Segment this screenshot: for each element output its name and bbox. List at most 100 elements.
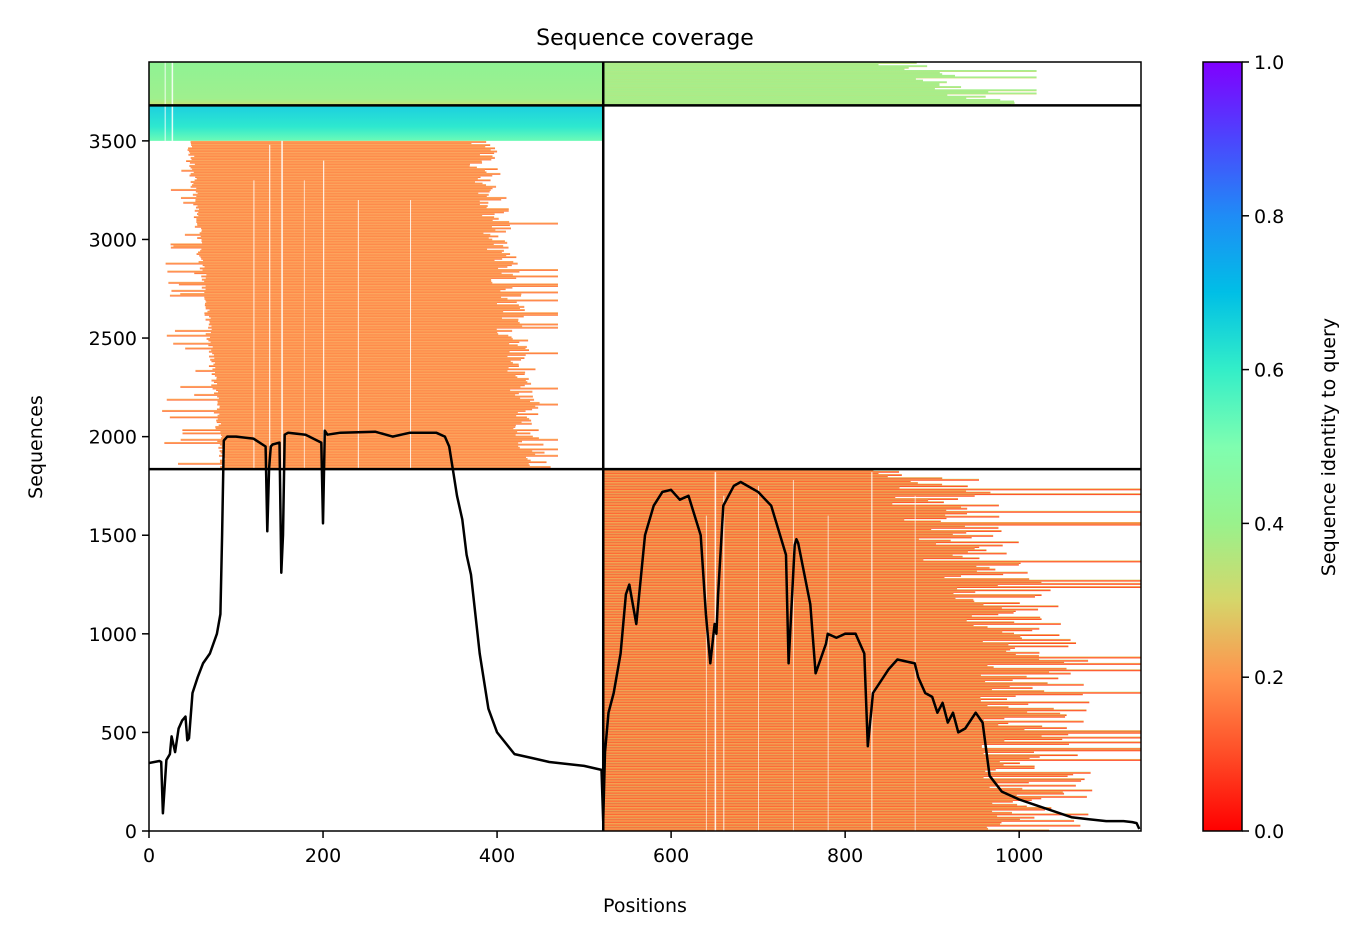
msa-row	[603, 494, 975, 497]
msa-row	[191, 158, 492, 161]
msa-row	[212, 352, 558, 355]
msa-row	[213, 411, 518, 414]
msa-row	[603, 496, 896, 499]
msa-row	[166, 334, 509, 337]
msa-row	[603, 645, 1069, 648]
msa-row	[603, 746, 982, 749]
msa-row	[204, 313, 558, 316]
msa-row	[603, 816, 1035, 819]
plot-frame	[148, 61, 1142, 832]
msa-row	[603, 723, 999, 726]
msa-row	[603, 794, 1017, 797]
msa-row	[603, 562, 1021, 564]
msa-row	[603, 81, 947, 84]
msa-row	[603, 805, 1027, 808]
msa-row	[603, 826, 987, 829]
msa-row	[190, 156, 495, 159]
msa-row	[603, 810, 993, 813]
msa-row	[603, 768, 996, 771]
msa-row	[603, 621, 1015, 624]
msa-row	[170, 246, 509, 249]
gap-streak	[171, 62, 174, 141]
msa-row	[603, 82, 940, 85]
msa-row	[191, 145, 486, 148]
msa-row	[603, 576, 945, 579]
msa-row	[603, 541, 1019, 544]
msa-row	[196, 187, 493, 190]
msa-row	[180, 385, 521, 388]
msa-row	[603, 558, 924, 561]
msa-row	[603, 533, 953, 536]
msa-row	[205, 299, 558, 302]
msa-row	[201, 257, 503, 260]
msa-row	[603, 773, 1074, 776]
msa-row	[603, 528, 932, 531]
msa-row	[183, 201, 489, 204]
msa-row	[204, 304, 519, 307]
msa-row	[180, 438, 558, 441]
msa-row	[206, 337, 513, 340]
msa-row	[173, 244, 504, 247]
msa-row	[603, 555, 963, 558]
msa-row	[188, 150, 498, 153]
msa-row	[193, 203, 480, 206]
msa-row	[205, 305, 525, 308]
msa-row	[214, 374, 516, 377]
msa-row	[603, 763, 1004, 766]
msa-row	[204, 265, 508, 268]
msa-row	[195, 190, 490, 193]
gap-streak	[269, 144, 271, 470]
msa-row	[201, 228, 496, 231]
msa-row	[603, 795, 1087, 798]
msa-row	[603, 686, 1033, 689]
msa-row	[603, 501, 944, 504]
msa-row	[204, 296, 502, 299]
x-tick-label: 1000	[995, 845, 1043, 867]
coverage-line	[149, 429, 1141, 830]
msa-row	[603, 610, 1016, 612]
msa-row	[603, 829, 1050, 831]
msa-row	[603, 594, 1042, 596]
msa-row	[603, 682, 1048, 685]
msa-row	[205, 333, 499, 335]
colorbar-tick-label: 1.0	[1254, 52, 1284, 74]
msa-row	[204, 312, 558, 315]
msa-row	[220, 437, 539, 440]
colorbar	[1202, 61, 1243, 832]
y-tick-label: 2500	[89, 328, 137, 350]
msa-row	[177, 462, 529, 465]
msa-row	[215, 366, 509, 369]
msa-row	[603, 784, 1076, 787]
msa-row	[194, 272, 502, 275]
chart-title: Sequence coverage	[536, 26, 754, 51]
msa-row	[211, 373, 525, 375]
msa-row	[603, 781, 1029, 784]
msa-row	[211, 384, 525, 387]
msa-row	[219, 443, 544, 446]
msa-row	[603, 787, 1023, 790]
msa-row	[603, 824, 1081, 827]
msa-row	[603, 738, 1063, 741]
msa-row	[219, 413, 539, 416]
msa-row	[205, 307, 520, 310]
msa-row	[206, 273, 513, 276]
msa-row	[217, 440, 523, 443]
msa-row	[196, 217, 499, 220]
msa-row	[603, 677, 1059, 680]
msa-row	[202, 264, 512, 267]
msa-row	[603, 68, 905, 71]
msa-row	[603, 71, 940, 74]
msa-row	[213, 363, 519, 366]
msa-row	[603, 648, 1011, 651]
msa-row	[603, 778, 1085, 781]
msa-row	[219, 459, 531, 462]
msa-row	[603, 589, 1051, 592]
gap-streak	[281, 140, 283, 470]
msa-row	[164, 441, 519, 444]
msa-row	[216, 376, 518, 379]
msa-row	[209, 320, 519, 323]
msa-row	[191, 144, 491, 146]
msa-row	[194, 225, 492, 228]
msa-row	[214, 392, 519, 395]
msa-row	[603, 478, 979, 481]
